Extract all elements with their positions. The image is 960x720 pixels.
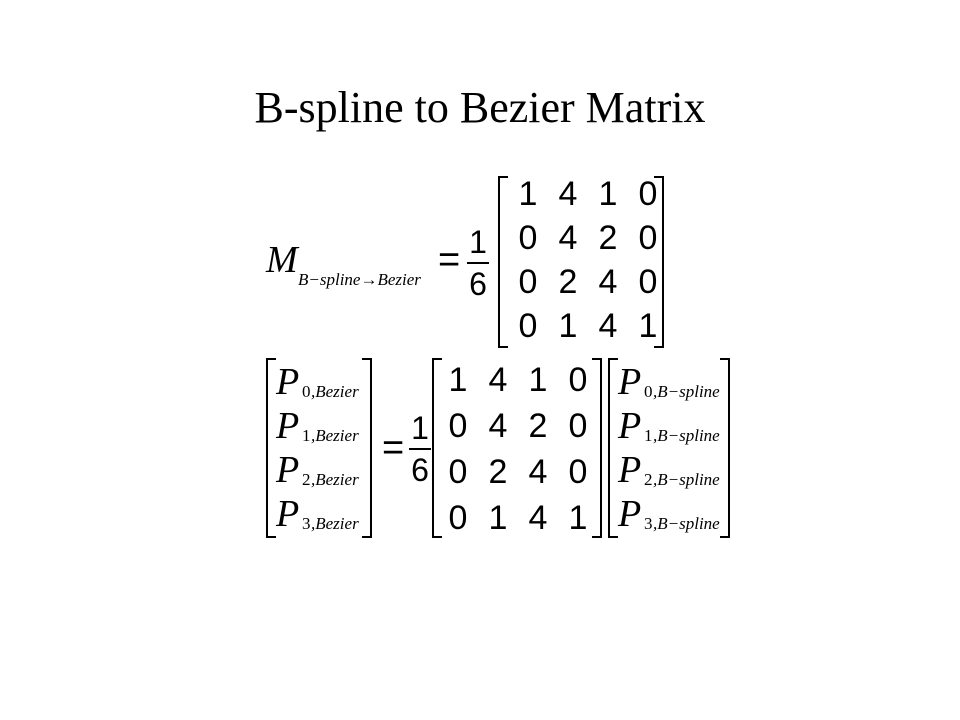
matrix-cell: 4 — [528, 499, 548, 537]
equation-point-conversion: P 0 ,Bezier P 1 ,Bezier P 2 ,Bezier P 3 ,Bezier = 1… — [262, 352, 742, 542]
matrix-cell: 4 — [488, 361, 508, 399]
matrix-cell: 0 — [448, 453, 468, 491]
fraction-denominator: 6 — [469, 266, 487, 302]
fraction-bar — [409, 448, 431, 450]
vector-point-subscript: ,B−spline — [653, 514, 720, 533]
matrix-cell: 1 — [558, 307, 578, 345]
matrix-cell: 0 — [568, 453, 588, 491]
vector-point-subscript: ,Bezier — [311, 426, 359, 445]
vector-point-symbol: P — [276, 405, 300, 447]
vector-point-index: 1 — [644, 426, 653, 445]
vector-point-subscript: ,Bezier — [311, 382, 359, 401]
matrix-cell: 0 — [638, 175, 658, 213]
vector-point-subscript: ,B−spline — [653, 382, 720, 401]
vector-point-symbol: P — [618, 449, 642, 491]
vector-point-subscript: ,B−spline — [653, 470, 720, 489]
matrix-cell: 0 — [518, 219, 538, 257]
fraction-denominator: 6 — [411, 452, 429, 488]
lhs-vector-right-bracket — [362, 358, 372, 538]
matrix-left-bracket — [432, 358, 442, 538]
matrix-cell: 2 — [488, 453, 508, 491]
matrix-cell: 1 — [638, 307, 658, 345]
vector-point-index: 0 — [302, 382, 311, 401]
vector-point-index: 3 — [302, 514, 311, 533]
fraction-numerator: 1 — [411, 410, 429, 446]
matrix-cell: 1 — [448, 361, 468, 399]
matrix-left-bracket — [498, 176, 508, 348]
matrix-cell: 0 — [568, 361, 588, 399]
matrix-cell: 1 — [598, 175, 618, 213]
vector-point-symbol: P — [618, 405, 642, 447]
vector-point-subscript: ,Bezier — [311, 514, 359, 533]
vector-point-subscript: ,B−spline — [653, 426, 720, 445]
matrix-cell: 4 — [598, 263, 618, 301]
equals-sign: = — [438, 239, 461, 281]
matrix-subscript: B−spline→Bezier — [298, 270, 421, 289]
matrix-cell: 4 — [598, 307, 618, 345]
equals-sign: = — [382, 427, 405, 469]
vector-point-symbol: P — [618, 361, 642, 403]
matrix-cell: 2 — [528, 407, 548, 445]
matrix-cell: 0 — [638, 263, 658, 301]
matrix-cell: 4 — [558, 219, 578, 257]
vector-point-symbol: P — [618, 493, 642, 535]
slide-title: B-spline to Bezier Matrix — [254, 83, 706, 132]
vector-point-index: 3 — [644, 514, 653, 533]
fraction-bar — [467, 262, 489, 264]
vector-point-index: 1 — [302, 426, 311, 445]
matrix-cell: 1 — [528, 361, 548, 399]
matrix-right-bracket — [592, 358, 602, 538]
vector-point-index: 0 — [644, 382, 653, 401]
matrix-cell: 1 — [568, 499, 588, 537]
vector-point-symbol: P — [276, 449, 300, 491]
vector-point-subscript: ,Bezier — [311, 470, 359, 489]
matrix-cell: 0 — [448, 499, 468, 537]
rhs-vector-right-bracket — [720, 358, 730, 538]
rhs-vector-left-bracket — [608, 358, 618, 538]
matrix-cell: 0 — [568, 407, 588, 445]
matrix-cell: 0 — [638, 219, 658, 257]
matrix-cell: 1 — [518, 175, 538, 213]
matrix-cell: 4 — [558, 175, 578, 213]
vector-point-symbol: P — [276, 493, 300, 535]
vector-point-index: 2 — [644, 470, 653, 489]
matrix-cell: 0 — [448, 407, 468, 445]
matrix-cell: 4 — [528, 453, 548, 491]
vector-point-index: 2 — [302, 470, 311, 489]
matrix-cell: 0 — [518, 307, 538, 345]
matrix-cell: 1 — [488, 499, 508, 537]
fraction-numerator: 1 — [469, 224, 487, 260]
vector-point-symbol: P — [276, 361, 300, 403]
lhs-vector-left-bracket — [266, 358, 276, 538]
matrix-symbol: M — [266, 239, 298, 281]
matrix-cell: 4 — [488, 407, 508, 445]
matrix-cell: 2 — [598, 219, 618, 257]
matrix-right-bracket — [654, 176, 664, 348]
matrix-cell: 0 — [518, 263, 538, 301]
matrix-cell: 2 — [558, 263, 578, 301]
